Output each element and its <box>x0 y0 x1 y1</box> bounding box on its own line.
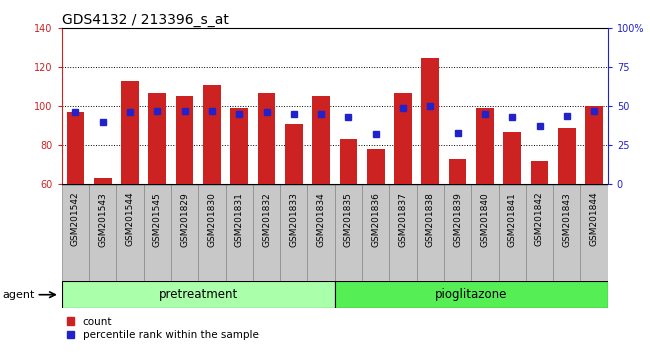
Bar <box>530 161 549 184</box>
Text: GSM201843: GSM201843 <box>562 192 571 247</box>
Bar <box>280 184 307 281</box>
Bar <box>62 184 89 281</box>
Bar <box>285 124 303 184</box>
Bar <box>476 108 494 184</box>
Text: GSM201542: GSM201542 <box>71 192 80 246</box>
Bar <box>62 281 335 308</box>
Bar <box>89 184 116 281</box>
Bar <box>171 184 198 281</box>
Bar <box>389 184 417 281</box>
Bar <box>394 93 412 184</box>
Text: agent: agent <box>2 290 34 300</box>
Text: GSM201829: GSM201829 <box>180 192 189 247</box>
Bar <box>448 159 467 184</box>
Bar <box>253 184 280 281</box>
Bar <box>198 184 226 281</box>
Bar <box>307 184 335 281</box>
Bar <box>444 184 471 281</box>
Bar <box>230 108 248 184</box>
Text: GSM201837: GSM201837 <box>398 192 408 247</box>
Text: GSM201830: GSM201830 <box>207 192 216 247</box>
Bar <box>203 85 221 184</box>
Text: GSM201840: GSM201840 <box>480 192 489 247</box>
Bar <box>148 93 166 184</box>
Bar <box>503 131 521 184</box>
Text: GSM201832: GSM201832 <box>262 192 271 247</box>
Bar <box>471 184 499 281</box>
Bar <box>367 149 385 184</box>
Bar <box>312 97 330 184</box>
Text: GSM201836: GSM201836 <box>371 192 380 247</box>
Bar <box>499 184 526 281</box>
Bar <box>121 81 139 184</box>
Bar <box>226 184 253 281</box>
Bar <box>335 281 608 308</box>
Text: GSM201842: GSM201842 <box>535 192 544 246</box>
Text: GSM201834: GSM201834 <box>317 192 326 247</box>
Text: GSM201831: GSM201831 <box>235 192 244 247</box>
Bar <box>362 184 389 281</box>
Text: GSM201841: GSM201841 <box>508 192 517 247</box>
Legend: count, percentile rank within the sample: count, percentile rank within the sample <box>67 317 259 340</box>
Text: GDS4132 / 213396_s_at: GDS4132 / 213396_s_at <box>62 12 229 27</box>
Text: pioglitazone: pioglitazone <box>435 288 508 301</box>
Bar <box>421 57 439 184</box>
Bar <box>94 178 112 184</box>
Bar <box>417 184 444 281</box>
Bar <box>335 184 362 281</box>
Bar <box>144 184 171 281</box>
Text: GSM201545: GSM201545 <box>153 192 162 247</box>
Text: pretreatment: pretreatment <box>159 288 238 301</box>
Text: GSM201543: GSM201543 <box>98 192 107 247</box>
Bar <box>339 139 358 184</box>
Bar <box>585 106 603 184</box>
Text: GSM201544: GSM201544 <box>125 192 135 246</box>
Bar <box>257 93 276 184</box>
Bar <box>176 97 194 184</box>
Bar <box>553 184 580 281</box>
Bar <box>580 184 608 281</box>
Bar <box>526 184 553 281</box>
Bar <box>116 184 144 281</box>
Text: GSM201838: GSM201838 <box>426 192 435 247</box>
Bar <box>558 128 576 184</box>
Text: GSM201844: GSM201844 <box>590 192 599 246</box>
Text: GSM201839: GSM201839 <box>453 192 462 247</box>
Text: GSM201835: GSM201835 <box>344 192 353 247</box>
Text: GSM201833: GSM201833 <box>289 192 298 247</box>
Bar <box>66 112 84 184</box>
